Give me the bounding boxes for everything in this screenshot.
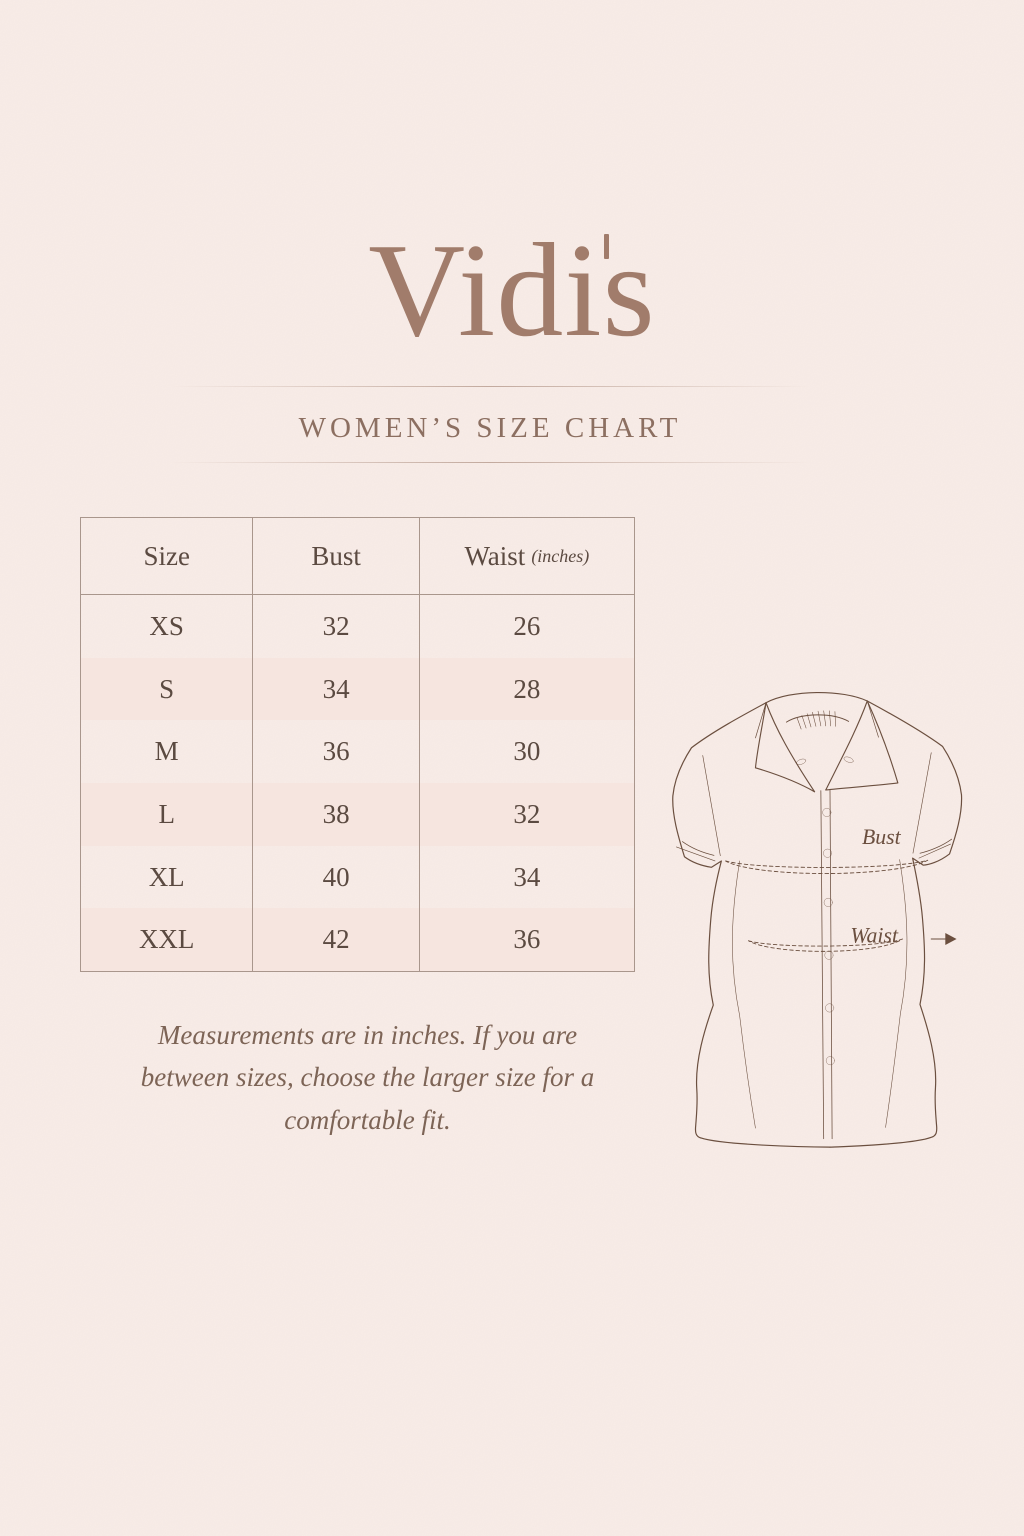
svg-text:Waist: Waist: [850, 924, 899, 948]
svg-text:Bust: Bust: [862, 825, 902, 849]
